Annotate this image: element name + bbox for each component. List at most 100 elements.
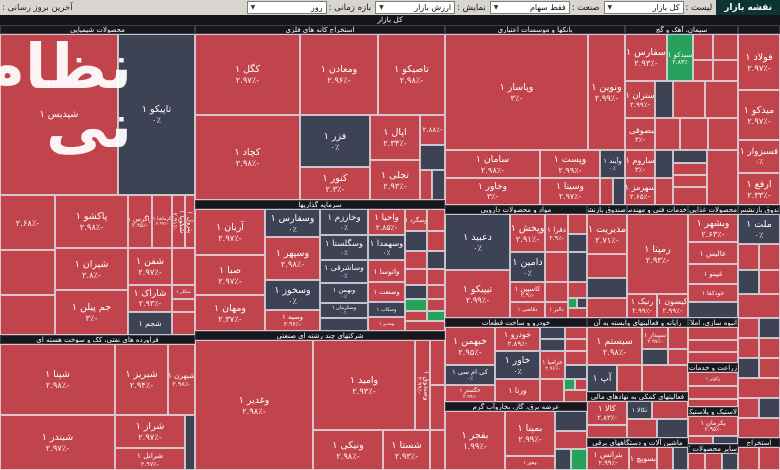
stock-tile[interactable] bbox=[673, 447, 688, 470]
stock-tile[interactable] bbox=[600, 178, 613, 205]
display-select[interactable]: ارزش بازار ▼ bbox=[375, 1, 456, 14]
stock-tile[interactable]: وسکاب ۱ bbox=[368, 302, 405, 317]
stock-tile[interactable]: خودرو ۱ -۲.۸۹٪ bbox=[495, 327, 540, 351]
stock-tile[interactable]: دقاضی ۱ bbox=[510, 302, 545, 318]
stock-tile[interactable]: سامان ۱ -۲.۹۸٪ bbox=[445, 150, 540, 178]
stock-tile[interactable] bbox=[738, 270, 759, 294]
stock-tile[interactable]: فزر ۱ ۰٪ bbox=[300, 115, 370, 167]
stock-tile[interactable]: وامید ۱ -۲.۹۳٪ bbox=[313, 340, 415, 430]
stock-tile[interactable]: وصندوق ۱ -۲.۹۹٪ bbox=[415, 340, 430, 430]
stock-tile[interactable]: -۲.۸۸٪ bbox=[420, 115, 445, 145]
stock-tile[interactable]: خبهمن ۱ -۲.۹۵٪ bbox=[445, 327, 495, 365]
stock-tile[interactable] bbox=[405, 231, 427, 251]
stock-tile[interactable] bbox=[693, 60, 713, 81]
stock-tile[interactable]: پترول ۱ bbox=[185, 195, 195, 248]
stock-tile[interactable] bbox=[668, 349, 688, 365]
stock-tile[interactable]: وسهمدا ۱ ۰٪ bbox=[368, 235, 405, 260]
stock-tile[interactable]: شبندر ۱ -۲.۹۷٪ bbox=[0, 415, 115, 470]
stock-tile[interactable] bbox=[693, 34, 713, 60]
stock-tile[interactable] bbox=[673, 81, 705, 118]
stock-tile[interactable]: شگویا ۱-۲.۹۱٪ bbox=[172, 195, 185, 248]
stock-tile[interactable]: آپ ۱ bbox=[587, 365, 617, 392]
stock-tile[interactable]: رنیک ۱ -۲.۹۹٪ bbox=[627, 294, 657, 318]
stock-tile[interactable] bbox=[655, 118, 680, 150]
stock-tile[interactable] bbox=[568, 308, 587, 318]
stock-tile[interactable] bbox=[613, 178, 625, 205]
stock-tile[interactable]: اپال ۱ -۲.۳۴٪ bbox=[370, 115, 420, 160]
stock-tile[interactable]: وساشرقی ۱ ۰٪ bbox=[320, 260, 368, 283]
sector-header[interactable]: عرضه برق، گاز، بخاروآب گرم bbox=[445, 402, 587, 411]
stock-tile[interactable]: سهرمز ۱ -۲.۶۵٪ bbox=[625, 178, 655, 205]
stock-tile[interactable] bbox=[627, 419, 657, 438]
stock-tile[interactable]: ارفع ۱ -۲.۳۳٪ bbox=[738, 173, 780, 205]
stock-tile[interactable]: عالیس ۱ bbox=[688, 242, 738, 264]
sector-header[interactable]: ماشین آلات و دستگاههای برقی bbox=[587, 438, 688, 447]
stock-tile[interactable]: دعبید ۱ ۰٪ bbox=[445, 214, 510, 270]
stock-tile[interactable] bbox=[617, 365, 642, 392]
stock-tile[interactable] bbox=[680, 118, 708, 150]
stock-tile[interactable]: وپخش ۱ -۲.۹۱٪ bbox=[510, 214, 545, 252]
stock-tile[interactable] bbox=[587, 425, 627, 438]
stock-tile[interactable]: وسخوز ۱ ۰٪ bbox=[265, 280, 320, 310]
stock-tile[interactable]: وسینا ۱ -۲.۹۷٪ bbox=[540, 178, 600, 205]
stock-tile[interactable] bbox=[738, 294, 780, 318]
stock-tile[interactable]: کگل ۱ -۲.۹۷٪ bbox=[195, 34, 300, 115]
stock-tile[interactable]: ستران ۱ -۲.۹۹٪ bbox=[625, 81, 655, 118]
stock-tile[interactable] bbox=[688, 453, 705, 470]
stock-tile[interactable] bbox=[738, 398, 759, 418]
industry-select[interactable]: فقط سهام ▼ bbox=[489, 1, 570, 14]
stock-tile[interactable]: خاور ۱ ۰٪ bbox=[495, 351, 540, 379]
stock-tile[interactable] bbox=[642, 349, 668, 365]
stock-tile[interactable] bbox=[405, 321, 445, 331]
stock-tile[interactable]: دالبر ۱ bbox=[545, 302, 568, 318]
stock-tile[interactable]: -۲.۶۸٪ bbox=[0, 195, 55, 250]
sector-header[interactable]: لاستیک و پلاستیک bbox=[688, 407, 738, 416]
stock-tile[interactable]: کچاد ۱ -۲.۹۸٪ bbox=[195, 115, 300, 200]
sector-header[interactable]: سایر محصولات کانی bbox=[688, 444, 738, 453]
stock-tile[interactable] bbox=[540, 327, 565, 339]
stock-tile[interactable]: ومهان ۱ -۲.۳۷٪ bbox=[195, 295, 265, 331]
stock-tile[interactable] bbox=[673, 175, 707, 187]
stock-tile[interactable]: خودکفا ۱ bbox=[688, 284, 738, 302]
stock-tile[interactable]: شپدیس ۱ bbox=[0, 34, 118, 195]
stock-tile[interactable]: جم پیلن ۱ -۳٪ bbox=[55, 290, 128, 335]
stock-tile[interactable]: وسفارس ۱ ۰٪ bbox=[265, 209, 320, 237]
stock-tile[interactable] bbox=[688, 386, 738, 399]
stock-tile[interactable] bbox=[540, 379, 564, 402]
stock-tile[interactable]: ومدیر ۱ bbox=[368, 317, 405, 331]
stock-tile[interactable]: تجلی ۱ -۲.۹۳٪ bbox=[370, 160, 420, 200]
treemap-root-header[interactable]: کل بازار bbox=[0, 15, 780, 25]
stock-tile[interactable]: وسگلستا ۱ ۰٪ bbox=[320, 235, 368, 260]
stock-tile[interactable]: شیران ۱ -۲.۸٪ bbox=[55, 248, 128, 290]
stock-tile[interactable]: تاپیکو ۱ ۰٪ bbox=[118, 34, 195, 195]
stock-tile[interactable]: شفن ۱ -۲.۹۷٪ bbox=[128, 248, 172, 285]
stock-tile[interactable] bbox=[405, 299, 427, 311]
stock-tile[interactable]: واحیا ۱ -۲.۸۵٪ bbox=[368, 209, 405, 235]
stock-tile[interactable] bbox=[427, 231, 445, 251]
stock-tile[interactable]: ورنا ۱ bbox=[495, 379, 540, 402]
stock-tile[interactable]: فسبزوار ۱ ۰٪ bbox=[738, 140, 780, 173]
stock-tile[interactable]: خزامیا ۱ -۲.۹۶٪ bbox=[540, 351, 565, 379]
stock-tile[interactable] bbox=[575, 379, 587, 390]
stock-tile[interactable]: ونوین ۱ -۲.۹۹٪ bbox=[588, 34, 625, 150]
sector-header[interactable]: مواد و محصولات دارویی bbox=[445, 205, 587, 214]
stock-tile[interactable]: پاکشو ۱ -۲.۹۸٪ bbox=[55, 195, 128, 248]
stock-tile[interactable]: میدکو ۱ -۲.۹۷٪ bbox=[738, 90, 780, 140]
stock-tile[interactable] bbox=[713, 436, 738, 444]
stock-tile[interactable] bbox=[430, 385, 445, 430]
stock-tile[interactable]: شجم ۱ bbox=[128, 312, 172, 335]
sector-header[interactable]: زراعت و خدمات وابس bbox=[688, 363, 738, 372]
stock-tile[interactable] bbox=[738, 378, 780, 398]
stock-tile[interactable]: بترانس ۱ -۲.۹۹٪ bbox=[587, 447, 629, 470]
stock-tile[interactable] bbox=[0, 295, 55, 335]
stock-tile[interactable] bbox=[320, 318, 368, 331]
stock-tile[interactable]: تیپیکو ۱ -۲.۹۹٪ bbox=[445, 270, 510, 318]
stock-tile[interactable]: غپینو ۱ bbox=[688, 264, 738, 284]
stock-tile[interactable] bbox=[427, 251, 445, 269]
stock-tile[interactable] bbox=[759, 338, 780, 358]
stock-tile[interactable] bbox=[587, 298, 627, 318]
stock-tile[interactable] bbox=[565, 365, 587, 379]
stock-tile[interactable] bbox=[565, 327, 587, 339]
stock-tile[interactable]: ومعادن ۱ -۲.۹۶٪ bbox=[300, 34, 378, 115]
sector-header[interactable]: استخراج bbox=[738, 438, 780, 447]
